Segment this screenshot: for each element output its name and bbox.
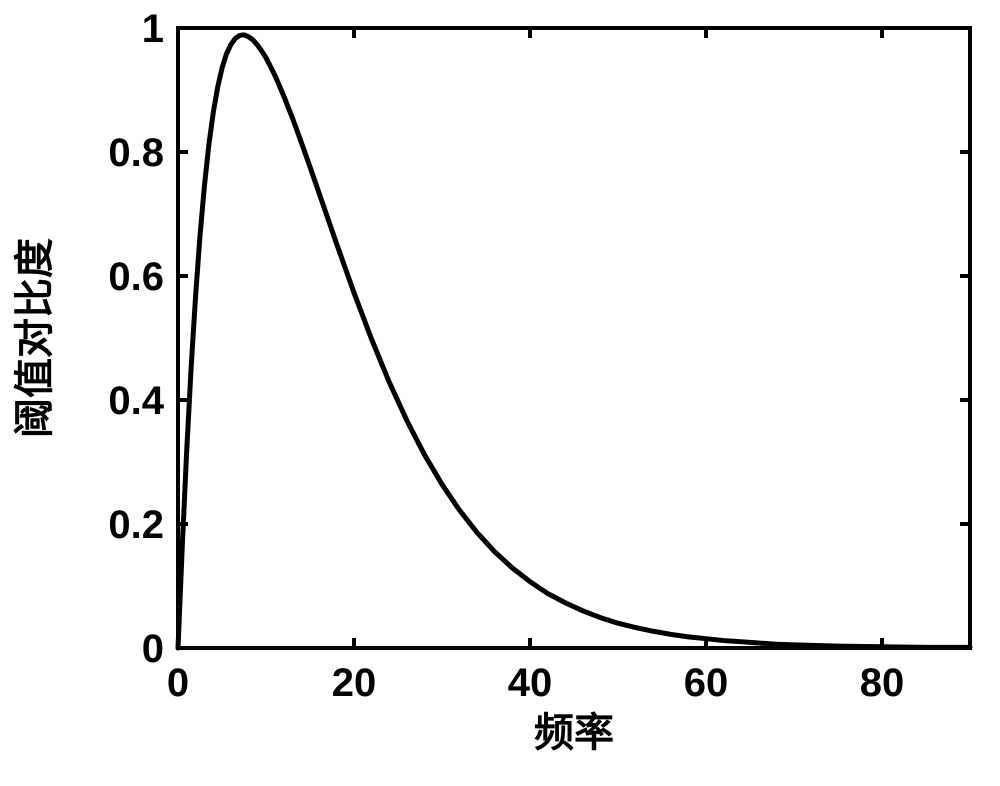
ytick-label: 0.8 (108, 131, 164, 175)
y-axis-label: 阈值对比度 (13, 238, 57, 438)
line-chart: 0 20 40 60 80 0 0.2 0.4 0.6 0.8 1 频率 阈值对比度 (0, 0, 1000, 786)
ytick-label: 0.6 (108, 255, 164, 299)
xtick-label: 0 (167, 661, 189, 705)
ytick-label: 0.4 (108, 379, 164, 423)
ytick-label: 1 (142, 7, 164, 51)
ytick-label: 0.2 (108, 503, 164, 547)
xtick-label: 60 (684, 661, 729, 705)
xtick-label: 20 (332, 661, 377, 705)
x-axis-label: 频率 (534, 711, 614, 755)
chart-container: 0 20 40 60 80 0 0.2 0.4 0.6 0.8 1 频率 阈值对比度 (0, 0, 1000, 786)
xtick-label: 80 (860, 661, 905, 705)
xtick-label: 40 (508, 661, 553, 705)
ytick-label: 0 (142, 627, 164, 671)
